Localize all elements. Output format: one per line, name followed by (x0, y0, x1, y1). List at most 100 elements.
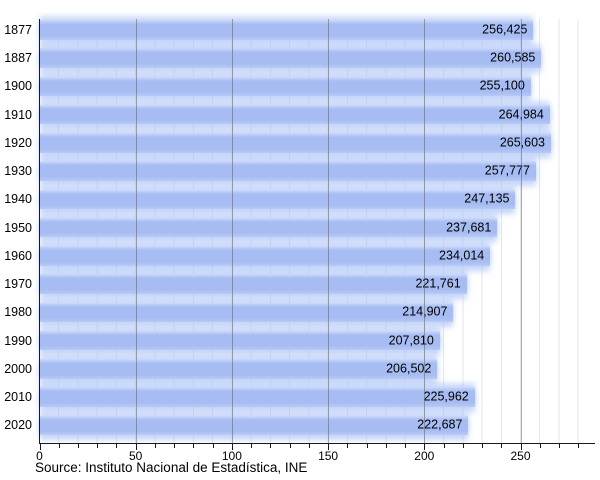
bar-row: 206,502 (40, 359, 586, 379)
bar (40, 217, 498, 238)
bar-row: 237,681 (40, 217, 586, 238)
x-axis-major-tick (39, 444, 41, 450)
x-axis-tick-label: 150 (318, 449, 339, 463)
bar-value-label: 260,585 (490, 50, 536, 65)
year-label: 1970 (4, 277, 32, 292)
x-axis-minor-tick (251, 444, 253, 448)
bar-row: 256,425 (40, 20, 586, 40)
bar-value-label: 206,502 (386, 361, 432, 376)
x-axis-minor-tick (97, 444, 99, 448)
x-axis-minor-tick (405, 444, 407, 448)
year-label: 1910 (4, 107, 32, 122)
bar-row: 207,810 (40, 330, 586, 351)
year-label: 1887 (4, 51, 32, 66)
bar (40, 76, 531, 97)
x-axis-major-tick (328, 444, 330, 450)
bar (40, 274, 467, 294)
x-axis-tick-label: 250 (510, 449, 531, 463)
x-axis-minor-tick (443, 444, 445, 448)
x-axis-line (39, 443, 595, 445)
year-label: 1950 (4, 220, 32, 235)
x-axis-minor-tick (58, 444, 60, 448)
bar-row: 234,014 (40, 246, 586, 266)
year-label: 1960 (4, 248, 32, 263)
bar (40, 161, 536, 181)
bar-row: 221,761 (40, 274, 586, 294)
x-axis-major-tick (231, 444, 233, 450)
bar (40, 20, 534, 40)
bar-value-label: 234,014 (439, 248, 485, 263)
bar-row: 225,962 (40, 387, 586, 407)
bar-value-label: 257,777 (484, 163, 530, 178)
bar-row: 222,687 (40, 415, 586, 436)
x-axis-major-tick (520, 444, 522, 450)
major-gridline (231, 19, 233, 443)
x-axis-minor-tick (116, 444, 118, 448)
x-axis-major-tick (424, 444, 426, 450)
major-gridline (424, 19, 426, 443)
bar (40, 302, 454, 323)
year-label: 1940 (4, 192, 32, 207)
bar-value-label: 207,810 (388, 333, 434, 348)
bar (40, 359, 438, 379)
major-gridline (520, 19, 522, 443)
bar-value-label: 256,425 (482, 22, 528, 37)
x-axis-minor-tick (289, 444, 291, 448)
bar (40, 387, 475, 407)
year-label: 1877 (4, 22, 32, 37)
bar (40, 415, 469, 436)
major-gridline (135, 19, 137, 443)
source-note: Source: Instituto Nacional de Estadístic… (35, 460, 308, 475)
bar-row: 264,984 (40, 104, 586, 125)
x-axis-tick-label: 0 (36, 449, 43, 463)
x-axis-minor-tick (558, 444, 560, 448)
x-axis-minor-tick (578, 444, 580, 448)
x-axis-minor-tick (482, 444, 484, 448)
x-axis-minor-tick (77, 444, 79, 448)
bar-row: 255,100 (40, 76, 586, 97)
x-axis-tick-label: 50 (129, 449, 143, 463)
x-axis-tick-label: 100 (221, 449, 242, 463)
bar-value-label: 225,962 (423, 389, 469, 404)
major-gridline (328, 19, 330, 443)
bar-value-label: 247,135 (464, 192, 510, 207)
year-label: 2020 (4, 418, 32, 433)
year-label: 1920 (4, 135, 32, 150)
y-axis-labels: 1877 1887 1900 1910 1920 1930 1940 1950 1960 1970… (0, 19, 35, 443)
x-axis-minor-tick (366, 444, 368, 448)
x-axis-minor-tick (154, 444, 156, 448)
x-axis-minor-tick (539, 444, 541, 448)
bar (40, 246, 491, 266)
x-axis-minor-tick (501, 444, 503, 448)
bar-value-label: 222,687 (417, 418, 463, 433)
bar-row: 257,777 (40, 161, 586, 181)
y-axis-line (39, 19, 41, 444)
x-axis-minor-tick (308, 444, 310, 448)
bar (40, 104, 550, 125)
bar-row: 260,585 (40, 48, 586, 68)
year-label: 2000 (4, 361, 32, 376)
year-label: 1930 (4, 164, 32, 179)
year-label: 1900 (4, 79, 32, 94)
bar (40, 48, 542, 68)
bar-row: 265,603 (40, 133, 586, 153)
bar-value-label: 221,761 (415, 276, 461, 291)
bar-value-label: 265,603 (499, 135, 546, 150)
x-axis-tick-label: 200 (414, 449, 435, 463)
bar (40, 330, 440, 351)
x-axis-major-tick (135, 444, 137, 450)
x-axis-minor-tick (212, 444, 214, 448)
bar (40, 189, 516, 210)
x-axis-minor-tick (174, 444, 176, 448)
x-axis-minor-tick (270, 444, 272, 448)
year-label: 2010 (4, 390, 32, 405)
x-axis-minor-tick (193, 444, 195, 448)
year-label: 1980 (4, 305, 32, 320)
year-label: 1990 (4, 333, 32, 348)
x-axis-minor-tick (385, 444, 387, 448)
bar-value-label: 237,681 (446, 220, 492, 235)
x-axis-minor-tick (462, 444, 464, 448)
plot-area: 256,425 260,585 255,100 264,984 265,603 257,7… (40, 19, 586, 443)
bar-value-label: 255,100 (479, 79, 525, 94)
